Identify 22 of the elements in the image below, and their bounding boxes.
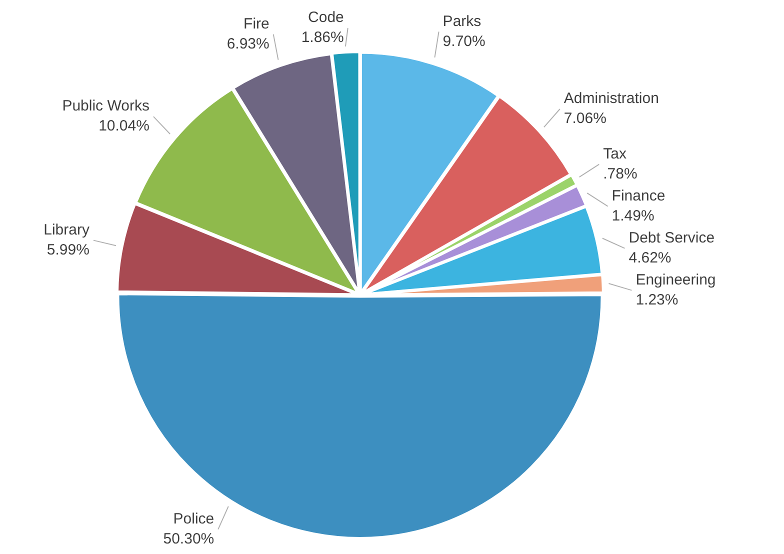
- data-label: 1.86%: [301, 29, 344, 46]
- data-label: 5.99%: [46, 241, 90, 258]
- slice-label: Library: [44, 221, 90, 238]
- slice-label: Fire: [244, 15, 270, 32]
- data-label: 6.93%: [226, 35, 270, 52]
- data-label: 7.06%: [564, 110, 606, 128]
- slice-label: Public Works: [62, 98, 150, 115]
- data-label: 1.23%: [636, 291, 678, 308]
- slice-label: Tax: [603, 145, 627, 162]
- data-label: 1.49%: [612, 207, 654, 224]
- slice-label: Parks: [442, 12, 482, 30]
- data-label: 50.30%: [163, 530, 214, 548]
- data-label: 4.62%: [628, 249, 672, 266]
- slice-label: Debt Service: [628, 229, 715, 246]
- data-label: .78%: [603, 165, 638, 182]
- slice-label: Code: [308, 9, 344, 26]
- slice-label: Administration: [564, 90, 659, 108]
- slice-label: Police: [173, 510, 214, 528]
- slice-label: Finance: [612, 187, 666, 204]
- slice-label: Engineering: [636, 271, 716, 288]
- data-label: 9.70%: [442, 32, 486, 50]
- data-label: 10.04%: [98, 118, 150, 135]
